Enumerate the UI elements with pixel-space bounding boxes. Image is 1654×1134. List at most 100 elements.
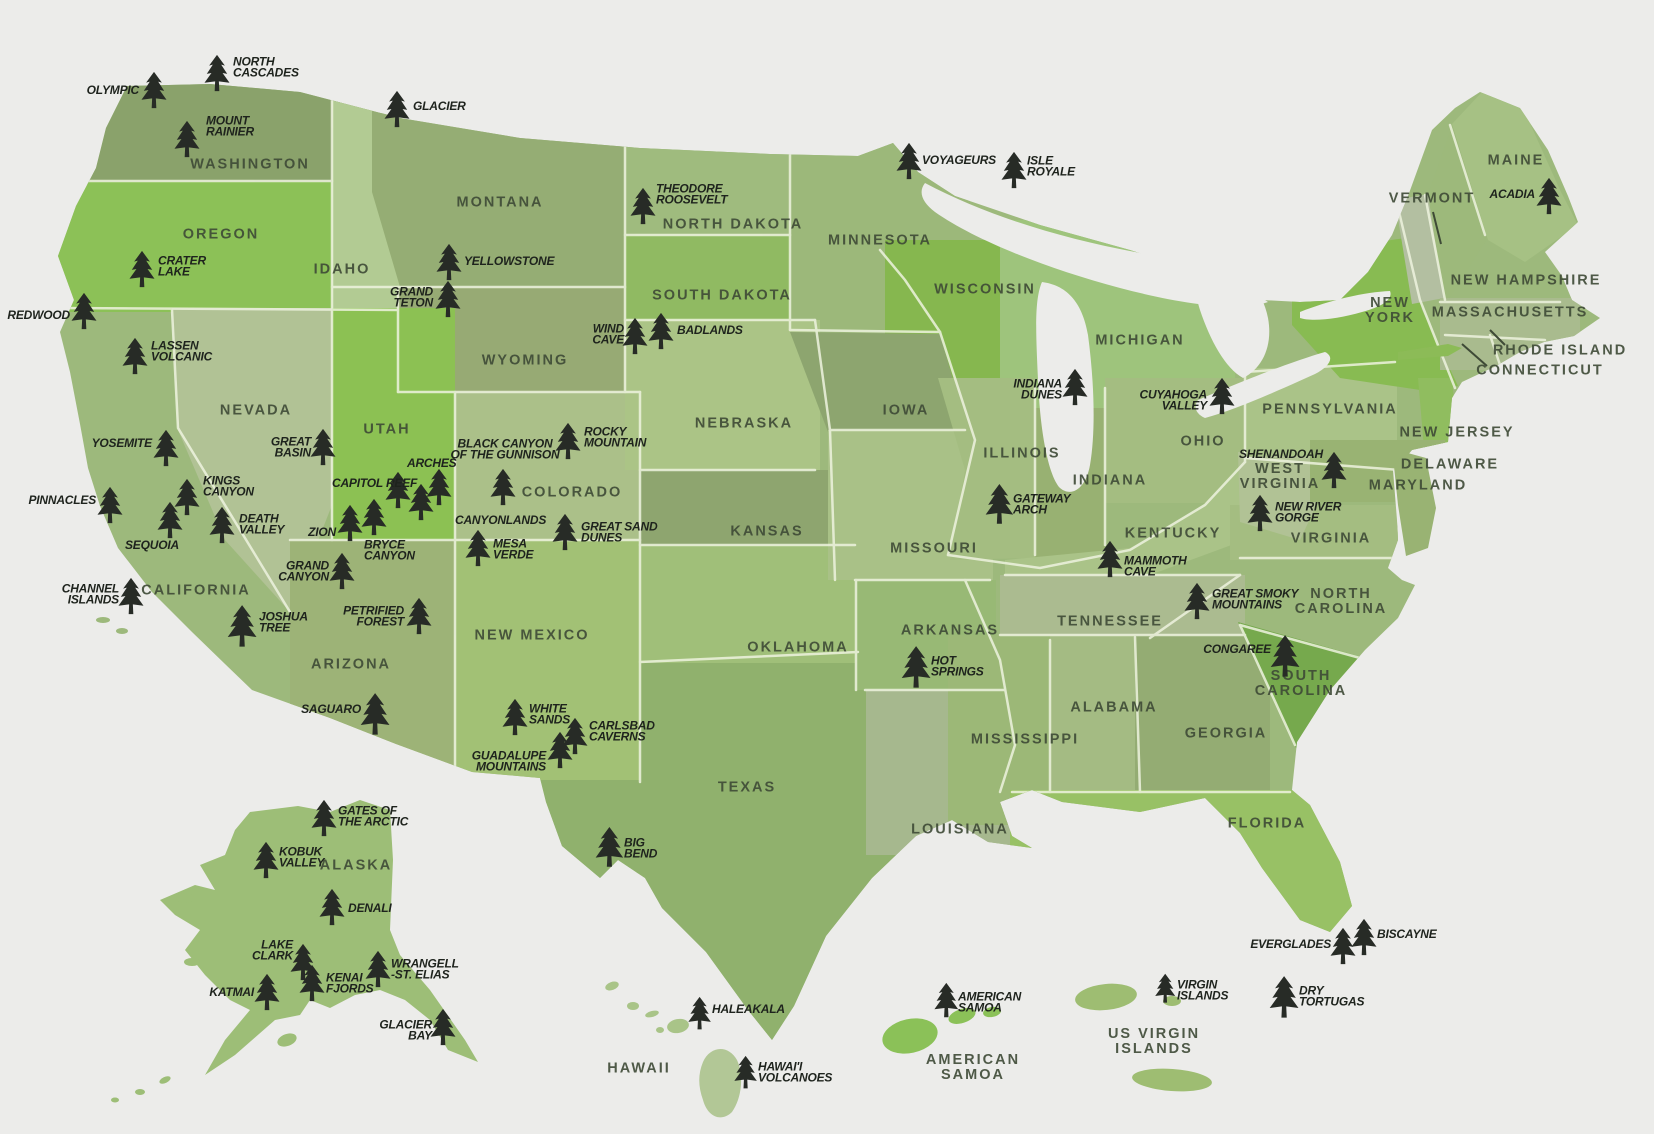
park-label: CRATER LAKE xyxy=(158,253,206,278)
state-label-maryland: MARYLAND xyxy=(1368,477,1468,494)
pine-tree-icon xyxy=(253,841,279,879)
pine-tree-icon xyxy=(174,120,200,158)
state-label-alabama: ALABAMA xyxy=(1070,699,1158,716)
state-label-us-virgin-islands: US VIRGIN ISLANDS xyxy=(1107,1026,1201,1057)
state-label-minnesota: MINNESOTA xyxy=(828,232,932,249)
pine-tree-icon xyxy=(290,943,316,981)
park-label: HAWAI'I VOLCANOES xyxy=(758,1059,833,1084)
pine-tree-icon xyxy=(204,54,230,92)
pine-tree-icon xyxy=(384,90,410,128)
pine-tree-icon xyxy=(254,973,280,1011)
pine-tree-icon xyxy=(595,827,623,867)
park-label: ISLE ROYALE xyxy=(1027,153,1075,178)
pine-tree-icon xyxy=(97,486,123,524)
state-label-oregon: OREGON xyxy=(182,226,260,243)
pine-tree-icon xyxy=(896,142,922,180)
park-label: PINNACLES xyxy=(28,492,96,507)
park-label: GATES OF THE ARCTIC xyxy=(338,803,409,828)
park-label: CANYONLANDS xyxy=(455,512,547,527)
park-label: DRY TORTUGAS xyxy=(1299,983,1365,1008)
pine-tree-icon xyxy=(562,717,588,755)
park-label: KOBUK VALLEY xyxy=(279,844,325,869)
state-label-california: CALIFORNIA xyxy=(141,582,251,599)
state-label-new-hampshire: NEW HAMPSHIRE xyxy=(1450,272,1602,289)
state-label-ohio: OHIO xyxy=(1180,433,1226,450)
pine-tree-icon xyxy=(1247,494,1273,532)
state-label-kansas: KANSAS xyxy=(730,523,804,540)
pine-tree-icon xyxy=(502,698,528,736)
park-label: GREAT SAND DUNES xyxy=(581,519,658,544)
pine-tree-icon xyxy=(1184,582,1210,620)
park-label: WRANGELL -ST. ELIAS xyxy=(391,956,459,981)
pine-tree-icon xyxy=(435,280,461,318)
park-label: ZION xyxy=(308,524,336,539)
state-label-louisiana: LOUISIANA xyxy=(911,821,1009,838)
park-label: ACADIA xyxy=(1489,186,1536,201)
state-label-nevada: NEVADA xyxy=(219,402,293,419)
park-label: GUADALUPE MOUNTAINS xyxy=(471,748,546,773)
state-label-iowa: IOWA xyxy=(882,402,930,419)
park-label: HALEAKALA xyxy=(712,1001,785,1016)
state-label-virginia: VIRGINIA xyxy=(1290,530,1372,547)
state-label-hawaii: HAWAII xyxy=(607,1060,671,1077)
park-label: BRYCE CANYON xyxy=(364,537,415,562)
park-label: AMERICAN SAMOA xyxy=(958,989,1022,1014)
pine-tree-icon xyxy=(555,422,581,460)
state-label-utah: UTAH xyxy=(363,421,411,438)
long-island xyxy=(1398,344,1462,360)
park-label: JOSHUA TREE xyxy=(259,609,308,634)
park-label: KENAI FJORDS xyxy=(326,970,374,995)
state-label-west-virginia: WEST VIRGINIA xyxy=(1239,461,1321,492)
pine-tree-icon xyxy=(1270,635,1300,677)
channel-islands-shape xyxy=(96,617,128,634)
state-label-arkansas: ARKANSAS xyxy=(900,622,1000,639)
state-label-michigan: MICHIGAN xyxy=(1095,332,1185,349)
pine-tree-icon xyxy=(436,243,462,281)
state-label-arizona: ARIZONA xyxy=(310,656,392,673)
pine-tree-icon xyxy=(361,498,387,536)
virgin-islands-shape xyxy=(1075,983,1212,1092)
hawaii-shape xyxy=(605,981,742,1118)
park-label: THEODORE ROOSEVELT xyxy=(656,181,728,206)
park-label: MAMMOTH CAVE xyxy=(1124,553,1187,578)
pine-tree-icon xyxy=(385,471,411,509)
park-label: KINGS CANYON xyxy=(203,473,254,498)
park-label: GATEWAY ARCH xyxy=(1013,491,1071,516)
park-label: BLACK CANYON OF THE GUNNISON xyxy=(450,436,560,461)
state-label-illinois: ILLINOIS xyxy=(983,445,1061,462)
park-label: CONGAREE xyxy=(1203,641,1271,656)
pine-tree-icon xyxy=(552,513,578,551)
state-label-colorado: COLORADO xyxy=(521,484,623,501)
pine-tree-icon xyxy=(1330,927,1356,965)
state-label-massachusetts: MASSACHUSETTS xyxy=(1431,304,1589,321)
park-label: NEW RIVER GORGE xyxy=(1275,499,1342,524)
pine-tree-icon xyxy=(310,428,336,466)
pine-tree-icon xyxy=(1351,918,1377,956)
pine-tree-icon xyxy=(901,646,931,688)
park-label: YELLOWSTONE xyxy=(464,253,555,268)
pine-tree-icon xyxy=(1209,377,1235,415)
pine-tree-icon xyxy=(365,950,391,988)
pine-tree-icon xyxy=(141,71,167,109)
park-label: SHENANDOAH xyxy=(1238,446,1323,461)
park-label: GREAT BASIN xyxy=(270,434,311,459)
pine-tree-icon xyxy=(319,888,345,926)
park-label: LASSEN VOLCANIC xyxy=(151,338,213,363)
park-label: VIRGIN ISLANDS xyxy=(1177,977,1229,1002)
state-label-tennessee: TENNESSEE xyxy=(1057,613,1163,630)
pine-tree-icon xyxy=(118,577,144,615)
state-label-missouri: MISSOURI xyxy=(890,540,978,557)
state-label-georgia: GEORGIA xyxy=(1184,725,1268,742)
pine-tree-icon xyxy=(648,312,674,350)
park-label: BIG BEND xyxy=(624,835,658,860)
pine-tree-icon xyxy=(1321,451,1347,489)
pine-tree-icon xyxy=(227,605,257,647)
state-label-wyoming: WYOMING xyxy=(481,352,569,369)
pine-tree-icon xyxy=(630,187,656,225)
park-label: YOSEMITE xyxy=(91,435,153,450)
pine-tree-icon xyxy=(734,1055,758,1089)
park-label: BADLANDS xyxy=(677,322,743,337)
state-label-alaska: ALASKA xyxy=(319,857,393,874)
park-label: LAKE CLARK xyxy=(252,937,293,962)
